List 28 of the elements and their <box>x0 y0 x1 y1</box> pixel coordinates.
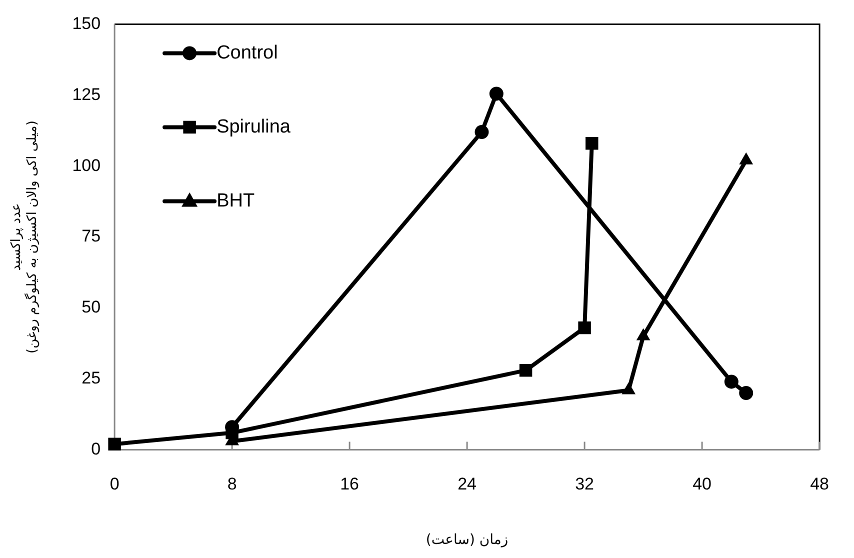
legend-label: BHT <box>216 190 255 212</box>
point <box>108 438 121 450</box>
x-tick-label: 40 <box>692 474 712 494</box>
point <box>489 86 504 101</box>
x-tick-label: 8 <box>227 474 237 494</box>
legend-label: Spirulina <box>216 116 291 138</box>
point <box>519 364 532 377</box>
text: عدد پراکسید <box>9 203 24 271</box>
point <box>474 125 489 140</box>
y-tick-label: 150 <box>72 14 101 33</box>
point <box>578 321 591 334</box>
y-tick-label: 25 <box>82 368 101 388</box>
point <box>739 386 754 400</box>
point <box>586 137 598 150</box>
point <box>724 374 738 389</box>
text: (میلی اکی والان اکسیژن به کیلوگرم روغن) <box>24 120 40 354</box>
legend-label: Control <box>216 42 278 64</box>
x-tick-label: 24 <box>458 474 477 494</box>
x-tick-label: 16 <box>340 474 360 494</box>
x-tick-label: 32 <box>575 474 594 494</box>
y-tick-label: 125 <box>72 84 101 104</box>
y-tick-label: 75 <box>82 226 101 246</box>
y-tick-label: 100 <box>72 156 101 175</box>
x-tick-label: 48 <box>810 474 830 494</box>
y-tick-label: 0 <box>91 439 101 458</box>
x-axis-title: زمان (ساعت) <box>426 532 508 548</box>
y-tick-label: 50 <box>82 298 101 317</box>
x-tick-label: 0 <box>110 474 120 494</box>
